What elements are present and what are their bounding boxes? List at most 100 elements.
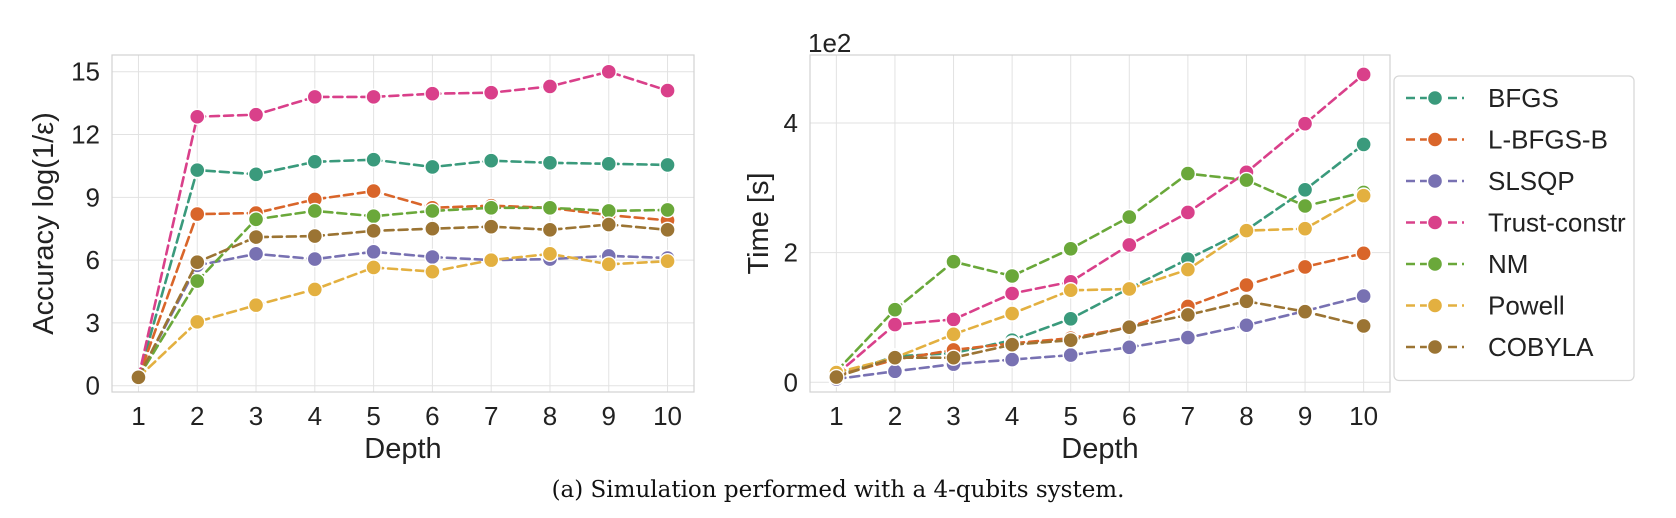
- data-point-nm: [1296, 197, 1314, 215]
- data-point-trust-constr: [306, 88, 324, 106]
- data-point-cobyla: [247, 228, 265, 246]
- data-point-slsqp: [1121, 339, 1138, 356]
- data-point-nm: [945, 253, 962, 270]
- data-point-l-bfgs-b: [365, 182, 382, 200]
- plot-frame: [111, 54, 695, 393]
- data-point-slsqp: [1238, 317, 1255, 334]
- y-tick-label: 0: [784, 367, 798, 397]
- data-point-powell: [482, 251, 500, 269]
- data-point-bfgs: [1355, 136, 1372, 153]
- series-bfgs: [130, 151, 676, 386]
- data-point-nm: [1238, 171, 1255, 189]
- x-tick-label: 10: [1349, 401, 1378, 431]
- legend-entry-powell: Powell: [1406, 291, 1565, 321]
- series-l-bfgs-b: [828, 245, 1372, 384]
- data-point-powell: [1355, 187, 1372, 204]
- x-tick-label: 10: [653, 401, 682, 431]
- legend-label-l-bfgs-b: L-BFGS-B: [1488, 125, 1608, 155]
- legend-marker-nm: [1426, 255, 1444, 273]
- legend-label-powell: Powell: [1488, 291, 1565, 321]
- data-point-trust-constr: [189, 108, 206, 125]
- x-tick-label: 8: [543, 401, 557, 431]
- data-point-cobyla: [1003, 336, 1021, 353]
- data-point-nm: [1179, 165, 1197, 182]
- data-point-powell: [1062, 282, 1079, 299]
- data-point-nm: [600, 202, 617, 220]
- data-point-l-bfgs-b: [1238, 276, 1255, 294]
- data-point-bfgs: [189, 161, 206, 179]
- x-axis-label: Depth: [364, 433, 441, 465]
- data-point-cobyla: [600, 216, 617, 233]
- data-point-bfgs: [600, 155, 617, 173]
- series-line-bfgs: [137, 158, 669, 379]
- y-tick-label: 9: [86, 182, 100, 212]
- data-point-bfgs: [424, 158, 441, 176]
- series-cobyla: [130, 216, 676, 386]
- data-point-cobyla: [1355, 317, 1372, 335]
- legend-entry-l-bfgs-b: L-BFGS-B: [1406, 125, 1608, 155]
- y-tick-label: 2: [784, 238, 798, 268]
- x-tick-label: 3: [946, 401, 960, 431]
- legend-marker-powell: [1426, 297, 1444, 314]
- x-tick-label: 7: [1181, 401, 1195, 431]
- data-point-trust-constr: [945, 311, 962, 328]
- data-point-bfgs: [247, 166, 265, 183]
- data-point-cobyla: [541, 221, 559, 238]
- data-point-cobyla: [886, 349, 904, 366]
- legend-label-bfgs: BFGS: [1488, 83, 1559, 113]
- data-point-nm: [1121, 208, 1138, 226]
- data-point-bfgs: [1062, 310, 1079, 327]
- series-cobyla: [828, 293, 1372, 386]
- legend-label-nm: NM: [1488, 249, 1528, 279]
- legend-entry-nm: NM: [1406, 249, 1528, 279]
- plot-frame: [809, 54, 1391, 393]
- data-point-trust-constr: [1003, 285, 1021, 302]
- y-tick-label: 3: [86, 308, 100, 338]
- series-line-trust-constr: [835, 73, 1365, 376]
- data-point-cobyla: [130, 369, 147, 386]
- data-point-slsqp: [365, 243, 382, 260]
- series-line-cobyla: [835, 299, 1365, 379]
- data-point-nm: [886, 301, 904, 318]
- data-point-bfgs: [365, 151, 382, 168]
- data-point-trust-constr: [1121, 236, 1138, 254]
- data-point-nm: [247, 211, 265, 228]
- x-tick-label: 2: [888, 401, 902, 431]
- data-point-trust-constr: [482, 84, 500, 101]
- data-point-bfgs: [541, 154, 559, 171]
- legend-entry-cobyla: COBYLA: [1406, 332, 1594, 362]
- x-axis-label: Depth: [1061, 433, 1138, 465]
- x-tick-label: 8: [1239, 401, 1253, 431]
- series-line-slsqp: [137, 250, 669, 379]
- data-point-powell: [945, 326, 962, 343]
- data-point-slsqp: [1355, 287, 1372, 305]
- data-point-trust-constr: [365, 88, 382, 106]
- data-point-cobyla: [1296, 303, 1314, 320]
- data-point-trust-constr: [541, 78, 559, 95]
- data-point-cobyla: [828, 368, 845, 386]
- data-point-l-bfgs-b: [1355, 245, 1372, 262]
- data-point-bfgs: [659, 156, 676, 174]
- data-point-nm: [659, 201, 676, 219]
- data-point-slsqp: [247, 245, 265, 263]
- series-bfgs: [828, 136, 1372, 384]
- data-point-powell: [424, 263, 441, 280]
- data-point-cobyla: [306, 227, 324, 245]
- y-tick-label: 6: [86, 245, 100, 275]
- series-line-slsqp: [835, 294, 1365, 381]
- x-tick-label: 6: [425, 401, 439, 431]
- x-tick-label: 9: [602, 401, 616, 431]
- x-tick-label: 6: [1122, 401, 1136, 431]
- data-point-slsqp: [424, 248, 441, 266]
- data-point-slsqp: [1062, 346, 1079, 364]
- legend-marker-l-bfgs-b: [1426, 131, 1444, 148]
- data-point-bfgs: [1296, 181, 1314, 199]
- data-point-trust-constr: [600, 63, 617, 80]
- data-point-trust-constr: [886, 316, 904, 333]
- data-point-cobyla: [424, 220, 441, 237]
- data-point-cobyla: [659, 221, 676, 238]
- series-line-cobyla: [137, 223, 669, 379]
- data-point-powell: [306, 281, 324, 298]
- data-point-slsqp: [306, 250, 324, 268]
- series-line-powell: [835, 194, 1365, 374]
